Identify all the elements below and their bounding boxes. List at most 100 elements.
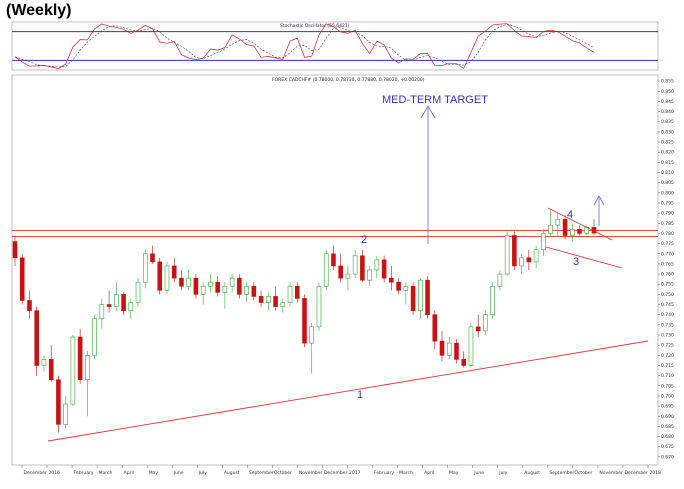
x-tick-label: June [473, 470, 484, 476]
x-tick-label: 2016 [49, 470, 61, 476]
candle-body [439, 340, 445, 356]
candle-body [483, 314, 488, 332]
y-tick-label: 0.690 [661, 414, 674, 420]
candle-body [157, 261, 163, 291]
y-tick-label: 0.810 [661, 170, 674, 176]
candle-body [497, 273, 503, 287]
candle-body [179, 277, 184, 287]
x-tick-label: March [99, 470, 113, 476]
stoch-d-line [14, 23, 595, 68]
x-tick-label: September [549, 470, 574, 476]
candle-body [287, 285, 293, 303]
y-tick-label: 0.680 [661, 434, 674, 440]
x-tick-label: March [399, 470, 413, 476]
candle-body [569, 229, 575, 236]
oscillator-panel: Stochastic Oscillator (55.6421) [11, 21, 659, 71]
candle-body [12, 241, 18, 259]
y-tick-label: 0.710 [661, 373, 674, 379]
y-tick-label: 0.850 [661, 89, 674, 95]
candle-body [186, 277, 191, 287]
y-tick-label: 0.815 [661, 160, 674, 166]
x-tick-label: April [124, 470, 134, 476]
candle-body [77, 336, 83, 380]
candle-body [41, 359, 47, 366]
candle-body [266, 296, 271, 303]
candle-body [352, 255, 358, 275]
breakout-arrow-head [593, 195, 605, 206]
candle-body [389, 277, 394, 283]
candle-body [562, 218, 568, 236]
x-tick-label: July [498, 470, 507, 476]
x-tick-label: November [599, 470, 623, 476]
candle-body [99, 304, 105, 320]
candle-body [121, 294, 126, 311]
candle-body [396, 281, 401, 291]
candle-body [92, 318, 97, 356]
candle-body [519, 257, 524, 267]
med-term-target-label: MED-TERM TARGET [382, 94, 488, 106]
candle-body [258, 296, 264, 303]
candle-body [280, 302, 286, 307]
label-1: 1 [357, 389, 363, 401]
y-tick-label: 0.725 [661, 343, 674, 349]
y-tick-label: 0.760 [661, 272, 674, 278]
candle-body [418, 279, 423, 311]
candle-body [512, 235, 517, 267]
candle-body [490, 285, 495, 315]
y-tick-label: 0.745 [661, 302, 674, 308]
candle-body [150, 253, 155, 263]
x-tick-label: October [574, 470, 592, 476]
candle-body [48, 359, 54, 380]
candle-body [331, 253, 336, 267]
y-tick-label: 0.775 [661, 241, 674, 247]
candle-body [533, 249, 539, 263]
x-tick-label: February [374, 470, 394, 476]
candle-body [273, 296, 278, 307]
y-tick-label: 0.805 [661, 180, 674, 186]
y-tick-label: 0.835 [661, 119, 674, 125]
y-tick-label: 0.695 [661, 404, 674, 410]
x-tick-label: 2017 [349, 470, 361, 476]
candle-body [345, 273, 351, 279]
candle-body [468, 326, 474, 366]
price-frame [11, 74, 659, 466]
candle-body [19, 257, 25, 301]
candle-body [403, 285, 409, 291]
candle-body [381, 259, 387, 279]
y-tick-label: 0.845 [661, 99, 674, 105]
candle-body [208, 281, 213, 287]
y-tick-label: 0.740 [661, 312, 674, 318]
channel-upper-line [547, 207, 613, 241]
candle-body [425, 279, 430, 315]
candle-body [454, 342, 459, 360]
label-3: 3 [573, 256, 579, 268]
candle-body [85, 355, 90, 380]
x-tick-label: April [424, 470, 434, 476]
target-arrow-head [420, 105, 436, 119]
x-tick-label: September [249, 470, 274, 476]
x-tick-label: February [74, 470, 94, 476]
y-tick-label: 0.720 [661, 353, 674, 359]
x-tick-label: November [299, 470, 323, 476]
candle-body [526, 257, 532, 263]
candle-body [309, 326, 315, 344]
candle-body [63, 403, 68, 425]
candle-body [56, 379, 61, 425]
candle-body [548, 225, 553, 234]
y-axis: 0.855 0.850 0.845 0.840 0.835 0.830 0.825 0.820… [658, 79, 674, 460]
y-tick-label: 0.730 [661, 333, 674, 339]
candle-body [446, 342, 452, 356]
candle-body [294, 285, 300, 299]
y-tick-label: 0.780 [661, 231, 674, 237]
x-tick-label: December [24, 470, 47, 476]
x-tick-label: October [274, 470, 292, 476]
y-tick-label: 0.770 [661, 251, 674, 257]
candle-body [171, 265, 177, 279]
candle-body [316, 285, 322, 328]
candle-body [135, 281, 141, 303]
x-axis: December 2016 February March April May June Jul… [21, 465, 661, 476]
y-tick-label: 0.840 [661, 109, 674, 115]
candle-body [432, 314, 438, 342]
channel-lower-line [545, 246, 623, 269]
